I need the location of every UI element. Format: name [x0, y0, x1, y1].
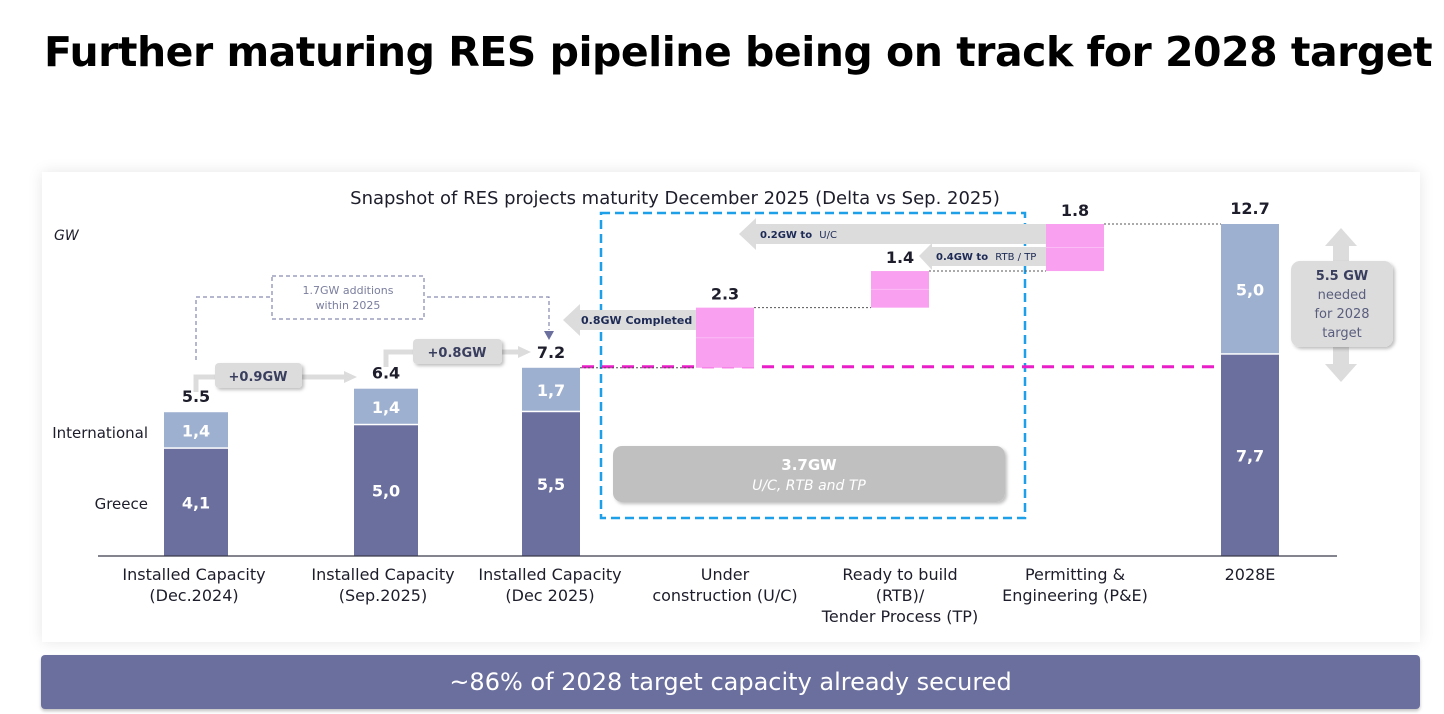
step2-callout — [413, 339, 502, 364]
needed-line2: for 2028 — [1314, 307, 1369, 322]
to-rtb-label: 0.4GW to RTB / TP — [936, 252, 1036, 263]
to-uc-bold: 0.2GW to — [760, 230, 812, 241]
needed-line3: target — [1322, 326, 1362, 341]
bars-layer: 4,1 1,4 5,0 1,4 5,5 1,7 7,7 5,0 2.3 1.4 1.8 5.5 6.4 7… — [164, 199, 1279, 556]
total-value-label: 5.5 — [182, 387, 210, 406]
step2-arrow-head — [518, 346, 531, 358]
to-uc-label: 0.2GW to U/C — [760, 230, 837, 241]
needed-arrow-down — [1325, 364, 1357, 382]
step1-label: +0.9GW — [229, 370, 288, 385]
bar-international — [1221, 224, 1279, 354]
pipeline-summary-sub: U/C, RTB and TP — [752, 478, 866, 494]
step1-arrow-head — [344, 371, 357, 383]
category-label: (Sep.2025) — [339, 586, 427, 605]
bar-international — [164, 412, 228, 448]
to-uc-rest: U/C — [819, 230, 837, 241]
page-title: Further maturing RES pipeline being on t… — [44, 28, 1433, 76]
bar-label-international: 1,4 — [182, 422, 210, 441]
waterfall-value-label: 1.4 — [886, 248, 914, 267]
category-label: construction (U/C) — [652, 586, 797, 605]
additions-callout-line2: within 2025 — [316, 299, 381, 312]
step2-label: +0.8GW — [428, 346, 487, 361]
bar-label-greece: 5,0 — [372, 482, 400, 501]
pipeline-summary-box — [613, 446, 1005, 502]
category-label: Engineering (P&E) — [1002, 586, 1148, 605]
total-value-label: 6.4 — [372, 364, 400, 383]
category-label: 2028E — [1225, 565, 1276, 584]
category-label: (Dec.2024) — [149, 586, 238, 605]
needed-arrow-up — [1325, 228, 1357, 246]
needed-callout-box — [1291, 261, 1393, 347]
legend-international: International — [52, 424, 148, 442]
total-value-label: 7.2 — [537, 343, 565, 362]
to-rtb-bold: 0.4GW to — [936, 252, 988, 263]
to-uc-arrow — [739, 218, 1046, 250]
category-label: Under — [701, 565, 750, 584]
completed-label: 0.8GW Completed — [581, 314, 692, 327]
category-label: Installed Capacity — [122, 565, 265, 584]
chart-panel: Snapshot of RES projects maturity Decemb… — [42, 172, 1420, 642]
category-label: Ready to build — [842, 565, 957, 584]
bar-international — [522, 367, 580, 411]
category-label: Permitting & — [1025, 565, 1125, 584]
waterfall-chart: Snapshot of RES projects maturity Decemb… — [52, 188, 1393, 626]
additions-arrow-head — [544, 331, 554, 340]
waterfall-value-label: 2.3 — [711, 285, 739, 304]
bar-label-international: 1,4 — [372, 398, 400, 417]
bar-greece — [164, 448, 228, 556]
bar-greece — [1221, 354, 1279, 556]
bar-label-greece: 7,7 — [1236, 446, 1264, 465]
category-labels: Installed Capacity (Dec.2024) Installed Ca… — [122, 565, 1275, 626]
additions-callout-line1: 1.7GW additions — [303, 284, 394, 297]
category-label: (Dec 2025) — [505, 586, 594, 605]
needed-value: 5.5 GW — [1316, 269, 1369, 284]
bar-label-international: 5,0 — [1236, 280, 1264, 299]
category-label: Installed Capacity — [311, 565, 454, 584]
category-label: Installed Capacity — [478, 565, 621, 584]
needed-line1: needed — [1318, 288, 1367, 303]
to-rtb-rest: RTB / TP — [995, 252, 1036, 263]
completed-arrow — [563, 304, 696, 336]
bar-greece — [522, 412, 580, 556]
bar-label-greece: 4,1 — [182, 493, 210, 512]
summary-banner: ~86% of 2028 target capacity already sec… — [41, 655, 1420, 709]
legend-greece: Greece — [95, 495, 148, 513]
bar-label-international: 1,7 — [537, 381, 565, 400]
category-label: (RTB)/ — [876, 586, 925, 605]
bar-greece — [354, 425, 418, 556]
bar-label-greece: 5,5 — [537, 475, 565, 494]
y-axis-unit: GW — [54, 228, 80, 244]
waterfall-value-label: 1.8 — [1061, 201, 1089, 220]
to-rtb-arrow — [919, 243, 1046, 270]
total-value-label: 12.7 — [1230, 199, 1269, 218]
pipeline-summary-total: 3.7GW — [781, 456, 837, 474]
step1-callout — [215, 363, 302, 388]
bar-international — [354, 388, 418, 424]
category-label: Tender Process (TP) — [821, 607, 978, 626]
chart-title: Snapshot of RES projects maturity Decemb… — [350, 188, 1000, 209]
additions-callout-box — [271, 275, 425, 320]
